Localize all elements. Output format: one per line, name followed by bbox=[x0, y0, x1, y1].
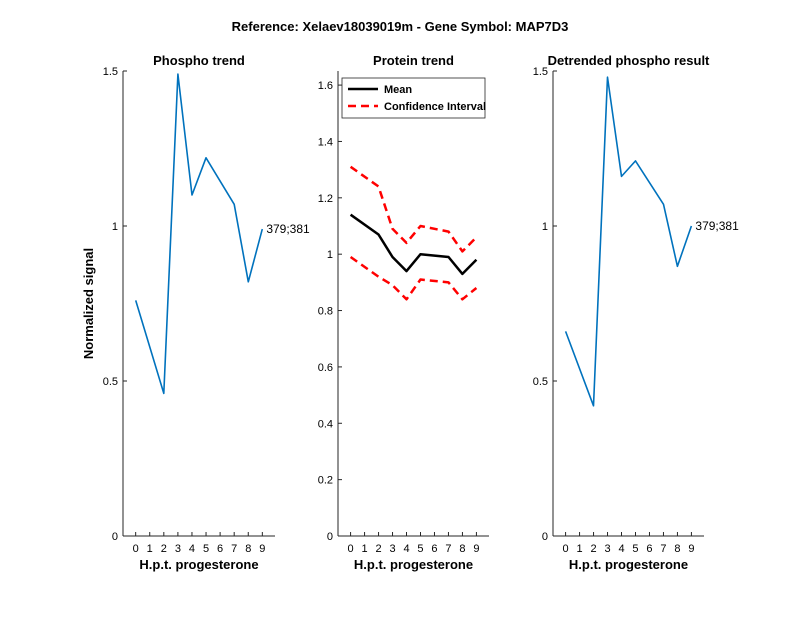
x-tick-label: 7 bbox=[660, 543, 666, 555]
y-tick-label: 0 bbox=[542, 531, 548, 543]
x-tick-label: 1 bbox=[577, 543, 583, 555]
x-tick-label: 0 bbox=[563, 543, 569, 555]
x-tick-label: 8 bbox=[459, 543, 465, 555]
y-tick-label: 0.6 bbox=[318, 362, 333, 374]
series-line-0 bbox=[564, 76, 693, 407]
legend-label: Mean bbox=[384, 84, 412, 96]
figure-suptitle: Reference: Xelaev18039019m - Gene Symbol… bbox=[232, 19, 569, 34]
x-tick-label: 4 bbox=[618, 543, 624, 555]
y-tick-label: 1 bbox=[112, 221, 118, 233]
x-tick-label: 2 bbox=[375, 543, 381, 555]
x-tick-label: 7 bbox=[445, 543, 451, 555]
y-tick-label: 1.2 bbox=[318, 193, 333, 205]
x-tick-label: 5 bbox=[203, 543, 209, 555]
y-tick-label: 0.4 bbox=[318, 418, 333, 430]
legend-label: Confidence Interval bbox=[384, 101, 486, 113]
legend-box bbox=[341, 77, 486, 119]
x-tick-label: 0 bbox=[348, 543, 354, 555]
x-tick-label: 5 bbox=[632, 543, 638, 555]
y-tick-label: 0.2 bbox=[318, 475, 333, 487]
y-tick-label: 0.5 bbox=[103, 376, 118, 388]
x-tick-label: 7 bbox=[231, 543, 237, 555]
axes-title: Phospho trend bbox=[153, 53, 245, 68]
y-tick-label: 1.4 bbox=[318, 136, 333, 148]
x-tick-label: 2 bbox=[590, 543, 596, 555]
y-tick-label: 1 bbox=[327, 249, 333, 261]
protein-trend-axes: 00.20.40.60.811.21.41.60 1 2 3 4 5 6 7 8 9Protein… bbox=[318, 53, 489, 572]
y-tick-label: 0.8 bbox=[318, 306, 333, 318]
x-tick-label: 3 bbox=[389, 543, 395, 555]
x-tick-label: 3 bbox=[175, 543, 181, 555]
series-line-0 bbox=[349, 213, 478, 276]
axes-title: Detrended phospho result bbox=[548, 53, 710, 68]
point-annotation: 379;381 bbox=[266, 222, 310, 236]
y-tick-label: 0 bbox=[112, 531, 118, 543]
x-tick-label: 2 bbox=[161, 543, 167, 555]
x-tick-label: 3 bbox=[604, 543, 610, 555]
y-tick-label: 1.6 bbox=[318, 80, 333, 92]
axes-title: Protein trend bbox=[373, 53, 454, 68]
y-tick-label: 1 bbox=[542, 221, 548, 233]
y-tick-label: 0.5 bbox=[533, 376, 548, 388]
x-tick-label: 9 bbox=[259, 543, 265, 555]
x-tick-label: 4 bbox=[189, 543, 195, 555]
point-annotation: 379;381 bbox=[695, 219, 739, 233]
y-axis-label: Normalized signal bbox=[81, 248, 96, 359]
x-tick-label: 6 bbox=[217, 543, 223, 555]
x-tick-label: 9 bbox=[473, 543, 479, 555]
x-axis-label: H.p.t. progesterone bbox=[139, 557, 258, 572]
x-tick-label: 6 bbox=[431, 543, 437, 555]
series-line-2 bbox=[349, 255, 478, 301]
y-tick-label: 0 bbox=[327, 531, 333, 543]
x-tick-label: 8 bbox=[674, 543, 680, 555]
x-tick-label: 4 bbox=[403, 543, 409, 555]
y-tick-label: 1.5 bbox=[103, 66, 118, 78]
series-line-1 bbox=[349, 165, 478, 253]
x-tick-label: 8 bbox=[245, 543, 251, 555]
x-axis-label: H.p.t. progesterone bbox=[354, 557, 473, 572]
x-tick-label: 1 bbox=[147, 543, 153, 555]
x-tick-label: 9 bbox=[688, 543, 694, 555]
x-axis-label: H.p.t. progesterone bbox=[569, 557, 688, 572]
x-tick-label: 6 bbox=[646, 543, 652, 555]
x-tick-label: 1 bbox=[362, 543, 368, 555]
y-tick-label: 1.5 bbox=[533, 66, 548, 78]
x-tick-label: 0 bbox=[133, 543, 139, 555]
x-tick-label: 5 bbox=[417, 543, 423, 555]
series-line-0 bbox=[134, 73, 264, 395]
